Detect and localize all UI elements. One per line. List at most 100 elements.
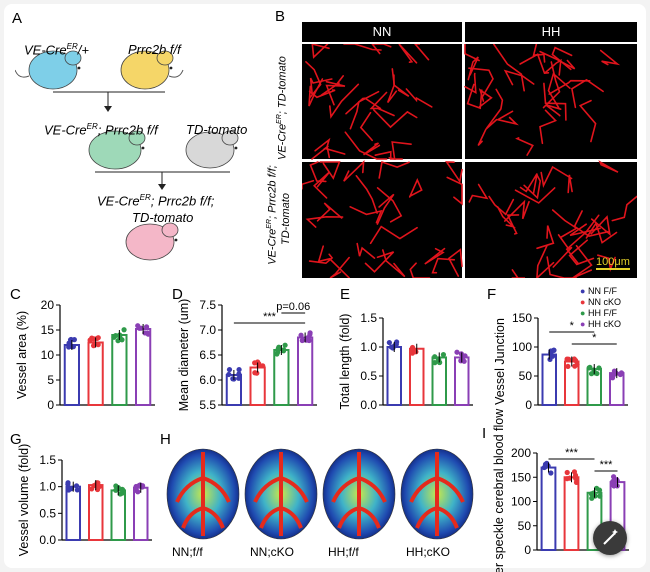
y-tick-label: 10 bbox=[41, 348, 55, 362]
data-point bbox=[236, 375, 242, 381]
data-point bbox=[435, 356, 442, 362]
data-point bbox=[386, 339, 392, 346]
y-tick-label: 0 bbox=[524, 543, 531, 557]
data-point bbox=[432, 360, 438, 366]
data-point bbox=[226, 371, 232, 378]
data-point bbox=[610, 474, 617, 480]
significance-label: *** bbox=[565, 447, 579, 459]
y-tick-label: 6.5 bbox=[199, 348, 216, 362]
data-point bbox=[73, 483, 80, 489]
data-point bbox=[542, 464, 548, 470]
column-header-nn: NN bbox=[302, 22, 462, 42]
speckle-label: NN;cKO bbox=[250, 545, 295, 559]
speckle-images bbox=[166, 448, 474, 540]
chart-e: 0.0 0.5 1.0 1.5 Total length (fold) bbox=[338, 311, 473, 412]
legend-item: ● HH cKO bbox=[580, 319, 621, 329]
data-point bbox=[299, 337, 305, 344]
y-tick-label: 50 bbox=[519, 369, 533, 383]
bar bbox=[88, 484, 104, 542]
data-point bbox=[113, 332, 119, 339]
bar bbox=[386, 346, 402, 406]
chart-g: 0.0 0.5 1.0 1.5 Vessel volume (fold) bbox=[17, 444, 152, 556]
panel-label-f: F bbox=[487, 286, 497, 303]
panel-label-h: H bbox=[160, 431, 171, 448]
y-tick-label: 150 bbox=[511, 470, 531, 484]
bar bbox=[87, 341, 104, 406]
y-tick-label: 20 bbox=[41, 298, 55, 312]
y-tick-label: 200 bbox=[511, 446, 531, 460]
data-point bbox=[95, 342, 101, 348]
breeding-scheme bbox=[15, 50, 239, 261]
data-point bbox=[298, 332, 304, 338]
y-tick-label: 0 bbox=[47, 398, 54, 412]
mouse-gray-icon bbox=[185, 130, 239, 169]
y-tick-label: 100 bbox=[512, 340, 532, 354]
genotype-ve-cre: VE-CreER/+ bbox=[24, 42, 89, 58]
data-point bbox=[135, 489, 141, 495]
data-point bbox=[454, 349, 460, 355]
bar bbox=[273, 349, 290, 406]
bar bbox=[133, 486, 149, 542]
data-point bbox=[275, 349, 281, 355]
chart-i: 0 50 100 150 200 Laser speckle cerebral blood… bbox=[492, 408, 629, 572]
y-tick-label: 150 bbox=[512, 311, 532, 325]
panel-label-i: I bbox=[482, 425, 487, 442]
panel-label-d: D bbox=[172, 286, 183, 303]
mouse-pink-icon bbox=[125, 222, 179, 261]
genotype-td-tomato: TD-tomato bbox=[186, 122, 248, 137]
data-point bbox=[226, 366, 233, 373]
mouse-blue-icon bbox=[15, 50, 82, 90]
edit-fab-button[interactable] bbox=[593, 521, 627, 555]
data-point bbox=[460, 357, 466, 363]
panel-label-c: C bbox=[10, 286, 21, 303]
scale-bar: 100μm bbox=[596, 256, 630, 270]
data-point bbox=[65, 485, 71, 491]
data-point bbox=[282, 342, 288, 348]
y-tick-label: 7.5 bbox=[199, 298, 216, 312]
y-tick-label: 0 bbox=[525, 398, 532, 412]
data-point bbox=[548, 470, 554, 476]
speckle-label: HH;cKO bbox=[406, 545, 451, 559]
data-point bbox=[230, 376, 236, 382]
data-point bbox=[610, 478, 616, 485]
legend: ● NN F/F ● NN cKO ● HH F/F ● HH cKO bbox=[580, 286, 621, 330]
genotype-final-td: TD-tomato bbox=[132, 210, 194, 225]
data-point bbox=[252, 370, 258, 376]
bar bbox=[63, 344, 80, 406]
data-point bbox=[281, 347, 287, 353]
data-point bbox=[573, 479, 580, 485]
bar bbox=[409, 347, 425, 406]
data-point bbox=[571, 469, 578, 475]
y-tick-label: 7.0 bbox=[199, 323, 216, 337]
y-tick-label: 1.0 bbox=[360, 340, 377, 354]
significance-label: * bbox=[570, 320, 575, 332]
y-tick-label: 6.0 bbox=[199, 373, 216, 387]
chart-d: 5.5 6.0 6.5 7.0 7.5 Mean diameter (um) ***p=0.… bbox=[177, 298, 317, 412]
y-axis-label: Laser speckle cerebral blood flow bbox=[492, 408, 506, 572]
panel-label-g: G bbox=[10, 431, 22, 448]
data-point bbox=[252, 360, 258, 366]
data-point bbox=[596, 365, 602, 371]
panel-label-e: E bbox=[340, 286, 351, 303]
data-point bbox=[74, 487, 80, 493]
bar bbox=[111, 334, 128, 406]
data-point bbox=[65, 481, 71, 487]
significance-label: * bbox=[592, 332, 597, 344]
magic-wand-icon bbox=[603, 529, 618, 545]
data-point bbox=[588, 371, 595, 377]
data-point bbox=[462, 353, 468, 359]
data-point bbox=[618, 370, 625, 376]
data-point bbox=[71, 336, 77, 343]
data-point bbox=[394, 339, 400, 345]
bar bbox=[297, 336, 314, 406]
speckle-label: NN;f/f bbox=[172, 545, 203, 559]
y-axis-label: Total length (fold) bbox=[338, 314, 352, 410]
bar bbox=[454, 356, 470, 407]
data-point bbox=[564, 356, 570, 362]
significance-label: p=0.06 bbox=[276, 301, 310, 313]
y-tick-label: 1.5 bbox=[360, 311, 377, 325]
mouse-green-icon bbox=[88, 130, 146, 170]
panel-label-a: A bbox=[12, 10, 23, 27]
data-point bbox=[565, 363, 571, 370]
